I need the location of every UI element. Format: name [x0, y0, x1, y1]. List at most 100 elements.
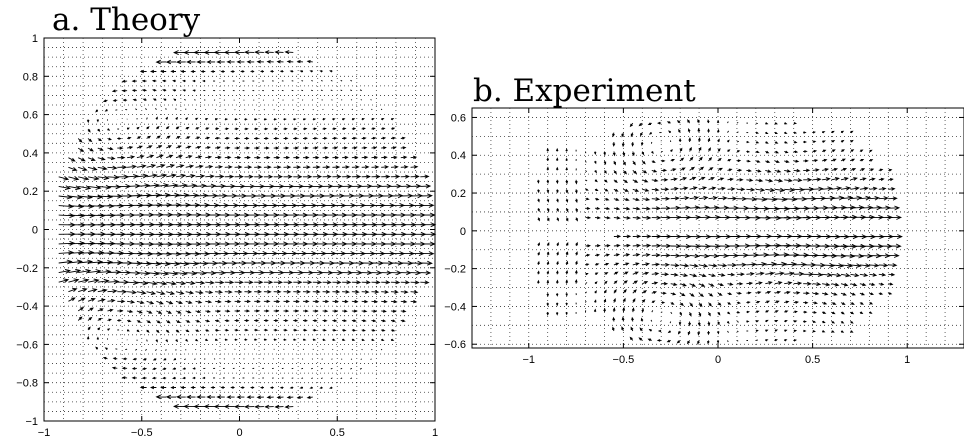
theory-vector: [390, 319, 396, 323]
theory-vector: [160, 385, 167, 390]
theory-vector: [254, 50, 264, 55]
theory-vector: [381, 183, 393, 189]
experiment-vector: [651, 187, 660, 192]
theory-vector: [350, 99, 353, 101]
experiment-vector: [546, 279, 550, 284]
theory-vector: [342, 146, 348, 150]
experiment-vector: [623, 206, 631, 211]
experiment-vector: [831, 282, 840, 287]
theory-panel: a. Theory −1 −0.5 0 0.5 1−1−0.8−0.6−0.4−0.20…: [16, 2, 438, 439]
experiment-vector: [632, 179, 639, 183]
theory-vector: [185, 192, 200, 198]
experiment-vector: [784, 261, 798, 267]
experiment-vector: [585, 188, 589, 191]
experiment-vector: [680, 273, 689, 278]
experiment-vector: [822, 186, 834, 191]
experiment-vector: [707, 340, 710, 345]
experiment-vector: [736, 291, 743, 295]
theory-vector: [234, 280, 244, 285]
experiment-vector: [869, 263, 880, 268]
experiment-vector: [736, 131, 739, 133]
theory-vector: [175, 290, 185, 295]
theory-vector: [322, 270, 334, 276]
experiment-vector: [831, 177, 840, 181]
theory-vector: [155, 348, 157, 352]
theory-vector: [390, 127, 396, 130]
theory-vector: [293, 328, 298, 332]
theory-vector: [244, 146, 251, 150]
experiment-vector: [878, 168, 884, 172]
theory-vector: [322, 319, 328, 323]
experiment-vector: [840, 205, 856, 211]
theory-vector: [224, 299, 232, 304]
theory-vector: [381, 338, 385, 342]
theory-vector: [309, 386, 313, 389]
y-tick-label: 0: [460, 226, 466, 238]
theory-vector: [224, 136, 230, 140]
theory-vector: [301, 89, 304, 92]
experiment-vector: [688, 311, 692, 317]
theory-vector: [244, 280, 254, 285]
theory-vector: [244, 136, 250, 140]
theory-vector: [127, 300, 136, 304]
theory-vector: [166, 271, 179, 276]
experiment-vector: [689, 283, 697, 287]
theory-vector: [296, 395, 304, 400]
theory-vector: [332, 289, 341, 294]
x-tick-label: 1: [904, 354, 910, 366]
theory-vector: [175, 59, 186, 65]
theory-vector: [127, 309, 134, 314]
experiment-vector: [774, 169, 782, 173]
experiment-vector: [698, 302, 703, 308]
experiment-vector: [639, 132, 643, 137]
theory-vector: [322, 299, 330, 304]
theory-vector: [351, 299, 359, 304]
experiment-vector: [604, 262, 610, 266]
theory-vector: [293, 136, 299, 140]
theory-vector: [173, 98, 177, 102]
experiment-vector: [727, 282, 734, 286]
experiment-vector: [641, 308, 644, 313]
experiment-vector: [774, 290, 782, 295]
theory-vector: [284, 50, 294, 55]
experiment-vector: [736, 140, 739, 143]
theory-vector: [351, 155, 359, 160]
experiment-vector: [631, 141, 635, 147]
theory-vector: [350, 367, 353, 370]
theory-vector: [234, 146, 241, 150]
experiment-vector: [657, 121, 662, 125]
y-tick-label: 0.2: [23, 186, 38, 198]
experiment-vector: [784, 271, 795, 276]
theory-vector: [156, 192, 171, 198]
experiment-vector: [746, 281, 754, 286]
experiment-vector: [546, 189, 550, 194]
experiment-vector: [623, 216, 631, 220]
experiment-vector: [621, 141, 625, 148]
theory-vector: [190, 385, 196, 390]
theory-vector: [371, 183, 383, 189]
theory-vector: [381, 146, 387, 150]
experiment-vector: [821, 320, 826, 324]
experiment-vector: [632, 160, 636, 166]
theory-vector: [351, 146, 358, 150]
experiment-vector: [755, 271, 765, 276]
experiment-vector: [676, 119, 681, 124]
experiment-vector: [717, 263, 728, 268]
theory-vector: [139, 385, 147, 390]
experiment-vector: [888, 187, 896, 191]
experiment-vector: [736, 340, 739, 342]
experiment-vector: [678, 138, 682, 143]
x-tick-label: −1: [38, 427, 51, 439]
y-tick-label: −0.2: [444, 264, 466, 276]
theory-vector: [185, 261, 200, 267]
experiment-vector: [840, 167, 848, 172]
theory-vector: [254, 155, 261, 160]
theory-vector: [240, 70, 245, 73]
experiment-vector: [575, 198, 578, 204]
theory-vector: [175, 251, 192, 257]
theory-vector: [156, 183, 170, 188]
experiment-vector: [661, 253, 671, 258]
theory-vector: [263, 155, 271, 160]
theory-vector: [175, 192, 190, 198]
experiment-vector: [746, 196, 758, 202]
